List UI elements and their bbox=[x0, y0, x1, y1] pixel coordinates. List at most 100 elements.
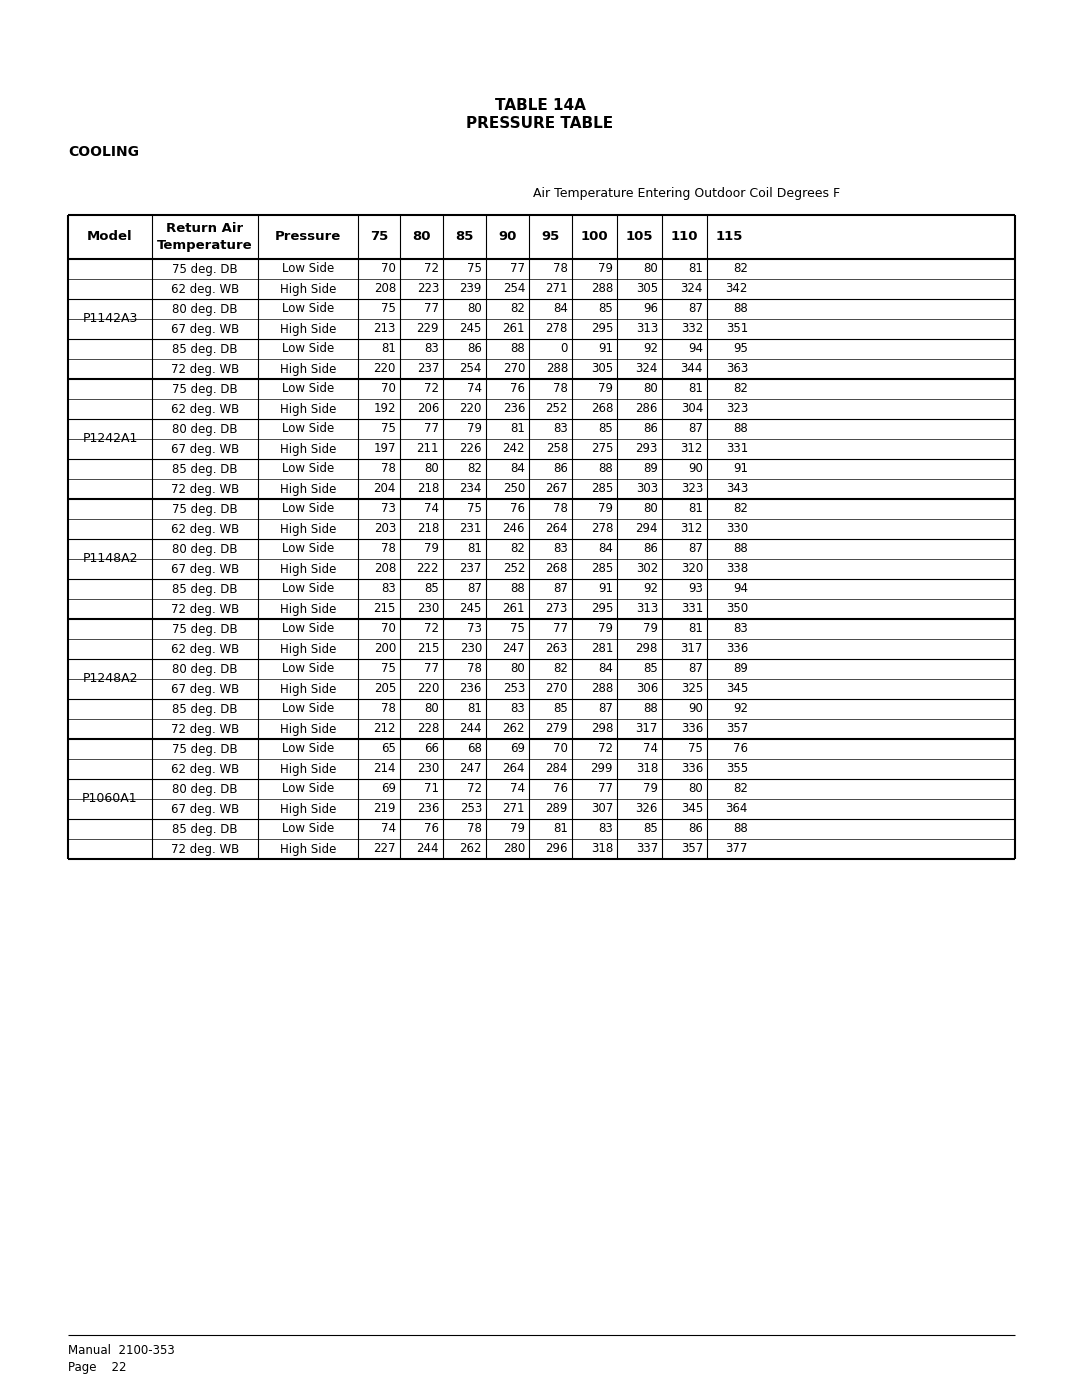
Text: 223: 223 bbox=[417, 282, 438, 296]
Text: 206: 206 bbox=[417, 402, 438, 415]
Text: 75: 75 bbox=[369, 231, 388, 243]
Text: 336: 336 bbox=[680, 722, 703, 735]
Text: 77: 77 bbox=[424, 422, 438, 436]
Text: 268: 268 bbox=[591, 402, 613, 415]
Text: 312: 312 bbox=[680, 443, 703, 455]
Text: 72: 72 bbox=[598, 742, 613, 756]
Text: Low Side: Low Side bbox=[282, 263, 334, 275]
Text: 82: 82 bbox=[510, 303, 525, 316]
Text: 72 deg. WB: 72 deg. WB bbox=[171, 602, 239, 616]
Text: 76: 76 bbox=[733, 742, 748, 756]
Text: 338: 338 bbox=[726, 563, 748, 576]
Text: 88: 88 bbox=[644, 703, 658, 715]
Text: Low Side: Low Side bbox=[282, 782, 334, 795]
Text: 87: 87 bbox=[688, 662, 703, 676]
Text: 355: 355 bbox=[726, 763, 748, 775]
Text: 218: 218 bbox=[417, 482, 438, 496]
Text: 318: 318 bbox=[591, 842, 613, 855]
Text: 87: 87 bbox=[688, 542, 703, 556]
Text: Manual  2100-353: Manual 2100-353 bbox=[68, 1344, 175, 1356]
Text: 82: 82 bbox=[553, 662, 568, 676]
Text: 86: 86 bbox=[468, 342, 482, 355]
Text: P1148A2: P1148A2 bbox=[82, 552, 138, 566]
Text: 69: 69 bbox=[381, 782, 396, 795]
Text: 85 deg. DB: 85 deg. DB bbox=[172, 703, 238, 715]
Text: COOLING: COOLING bbox=[68, 145, 139, 159]
Text: 85: 85 bbox=[598, 303, 613, 316]
Text: 212: 212 bbox=[374, 722, 396, 735]
Text: 253: 253 bbox=[460, 802, 482, 816]
Text: 298: 298 bbox=[636, 643, 658, 655]
Text: 89: 89 bbox=[643, 462, 658, 475]
Text: 345: 345 bbox=[680, 802, 703, 816]
Text: 80: 80 bbox=[424, 703, 438, 715]
Text: 82: 82 bbox=[733, 383, 748, 395]
Text: 293: 293 bbox=[636, 443, 658, 455]
Text: High Side: High Side bbox=[280, 282, 336, 296]
Text: 302: 302 bbox=[636, 563, 658, 576]
Text: 264: 264 bbox=[545, 522, 568, 535]
Text: 67 deg. WB: 67 deg. WB bbox=[171, 443, 239, 455]
Text: High Side: High Side bbox=[280, 362, 336, 376]
Text: 85: 85 bbox=[456, 231, 474, 243]
Text: 313: 313 bbox=[636, 323, 658, 335]
Text: 363: 363 bbox=[726, 362, 748, 376]
Text: 81: 81 bbox=[688, 503, 703, 515]
Text: 296: 296 bbox=[545, 842, 568, 855]
Text: 78: 78 bbox=[468, 823, 482, 835]
Text: 115: 115 bbox=[716, 231, 743, 243]
Text: 75: 75 bbox=[381, 662, 396, 676]
Text: 205: 205 bbox=[374, 683, 396, 696]
Text: 237: 237 bbox=[417, 362, 438, 376]
Text: 345: 345 bbox=[726, 683, 748, 696]
Text: 75 deg. DB: 75 deg. DB bbox=[172, 742, 238, 756]
Text: High Side: High Side bbox=[280, 643, 336, 655]
Text: 263: 263 bbox=[545, 643, 568, 655]
Text: 85: 85 bbox=[424, 583, 438, 595]
Text: 92: 92 bbox=[643, 583, 658, 595]
Text: PRESSURE TABLE: PRESSURE TABLE bbox=[467, 116, 613, 130]
Text: 89: 89 bbox=[733, 662, 748, 676]
Text: 236: 236 bbox=[460, 683, 482, 696]
Text: 350: 350 bbox=[726, 602, 748, 616]
Text: 86: 86 bbox=[643, 422, 658, 436]
Text: 280: 280 bbox=[503, 842, 525, 855]
Text: Low Side: Low Side bbox=[282, 303, 334, 316]
Text: 94: 94 bbox=[688, 342, 703, 355]
Text: P1242A1: P1242A1 bbox=[82, 433, 137, 446]
Text: 75 deg. DB: 75 deg. DB bbox=[172, 503, 238, 515]
Text: 285: 285 bbox=[591, 482, 613, 496]
Text: 77: 77 bbox=[553, 623, 568, 636]
Text: 79: 79 bbox=[510, 823, 525, 835]
Text: Low Side: Low Side bbox=[282, 342, 334, 355]
Text: 331: 331 bbox=[680, 602, 703, 616]
Text: 197: 197 bbox=[374, 443, 396, 455]
Text: 80 deg. DB: 80 deg. DB bbox=[172, 303, 238, 316]
Text: 80 deg. DB: 80 deg. DB bbox=[172, 662, 238, 676]
Text: 262: 262 bbox=[502, 722, 525, 735]
Text: 261: 261 bbox=[502, 323, 525, 335]
Text: 85: 85 bbox=[598, 422, 613, 436]
Text: 357: 357 bbox=[680, 842, 703, 855]
Text: 70: 70 bbox=[381, 263, 396, 275]
Text: 211: 211 bbox=[417, 443, 438, 455]
Text: 80 deg. DB: 80 deg. DB bbox=[172, 782, 238, 795]
Text: 80 deg. DB: 80 deg. DB bbox=[172, 422, 238, 436]
Text: 299: 299 bbox=[591, 763, 613, 775]
Text: 75 deg. DB: 75 deg. DB bbox=[172, 263, 238, 275]
Text: 79: 79 bbox=[598, 383, 613, 395]
Text: 294: 294 bbox=[635, 522, 658, 535]
Text: Low Side: Low Side bbox=[282, 583, 334, 595]
Text: 70: 70 bbox=[381, 383, 396, 395]
Text: High Side: High Side bbox=[280, 443, 336, 455]
Text: 264: 264 bbox=[502, 763, 525, 775]
Text: 68: 68 bbox=[468, 742, 482, 756]
Text: 79: 79 bbox=[643, 782, 658, 795]
Text: 218: 218 bbox=[417, 522, 438, 535]
Text: 279: 279 bbox=[545, 722, 568, 735]
Text: 215: 215 bbox=[374, 602, 396, 616]
Text: 77: 77 bbox=[510, 263, 525, 275]
Text: 77: 77 bbox=[424, 303, 438, 316]
Text: 79: 79 bbox=[598, 263, 613, 275]
Text: 62 deg. WB: 62 deg. WB bbox=[171, 763, 239, 775]
